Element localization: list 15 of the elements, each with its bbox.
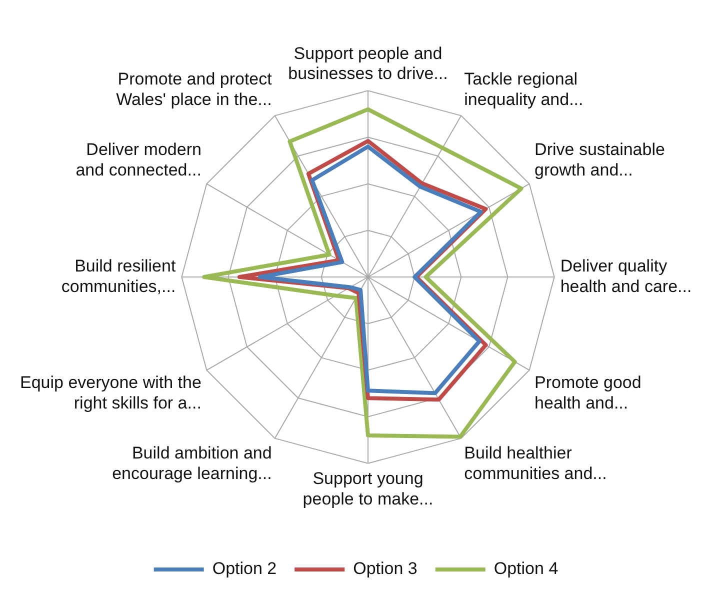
spoke-label: Deliver modern and connected...	[76, 140, 202, 180]
legend-label: Option 4	[494, 559, 558, 578]
spoke-label: Support people and businesses to drive...	[288, 44, 448, 84]
spoke-label: Build healthier communities and...	[464, 443, 607, 483]
spoke-label: Build resilient communities,...	[61, 256, 176, 296]
spoke-label: Build ambition and encourage learning...	[112, 443, 272, 483]
spoke-label: Support young people to make...	[302, 469, 434, 509]
spoke-label: Promote good health and...	[534, 373, 642, 412]
legend-label: Option 3	[353, 559, 418, 578]
spoke-label: Promote and protect Wales' place in the...	[116, 70, 272, 109]
spoke-label: Tackle regional inequality and...	[464, 70, 584, 109]
spoke-label: Drive sustainable growth and...	[534, 140, 665, 180]
spoke-label: Deliver quality health and care...	[560, 256, 692, 296]
legend-label: Option 2	[212, 559, 277, 578]
spoke-label: Equip everyone with the right skills for a...	[20, 373, 202, 412]
